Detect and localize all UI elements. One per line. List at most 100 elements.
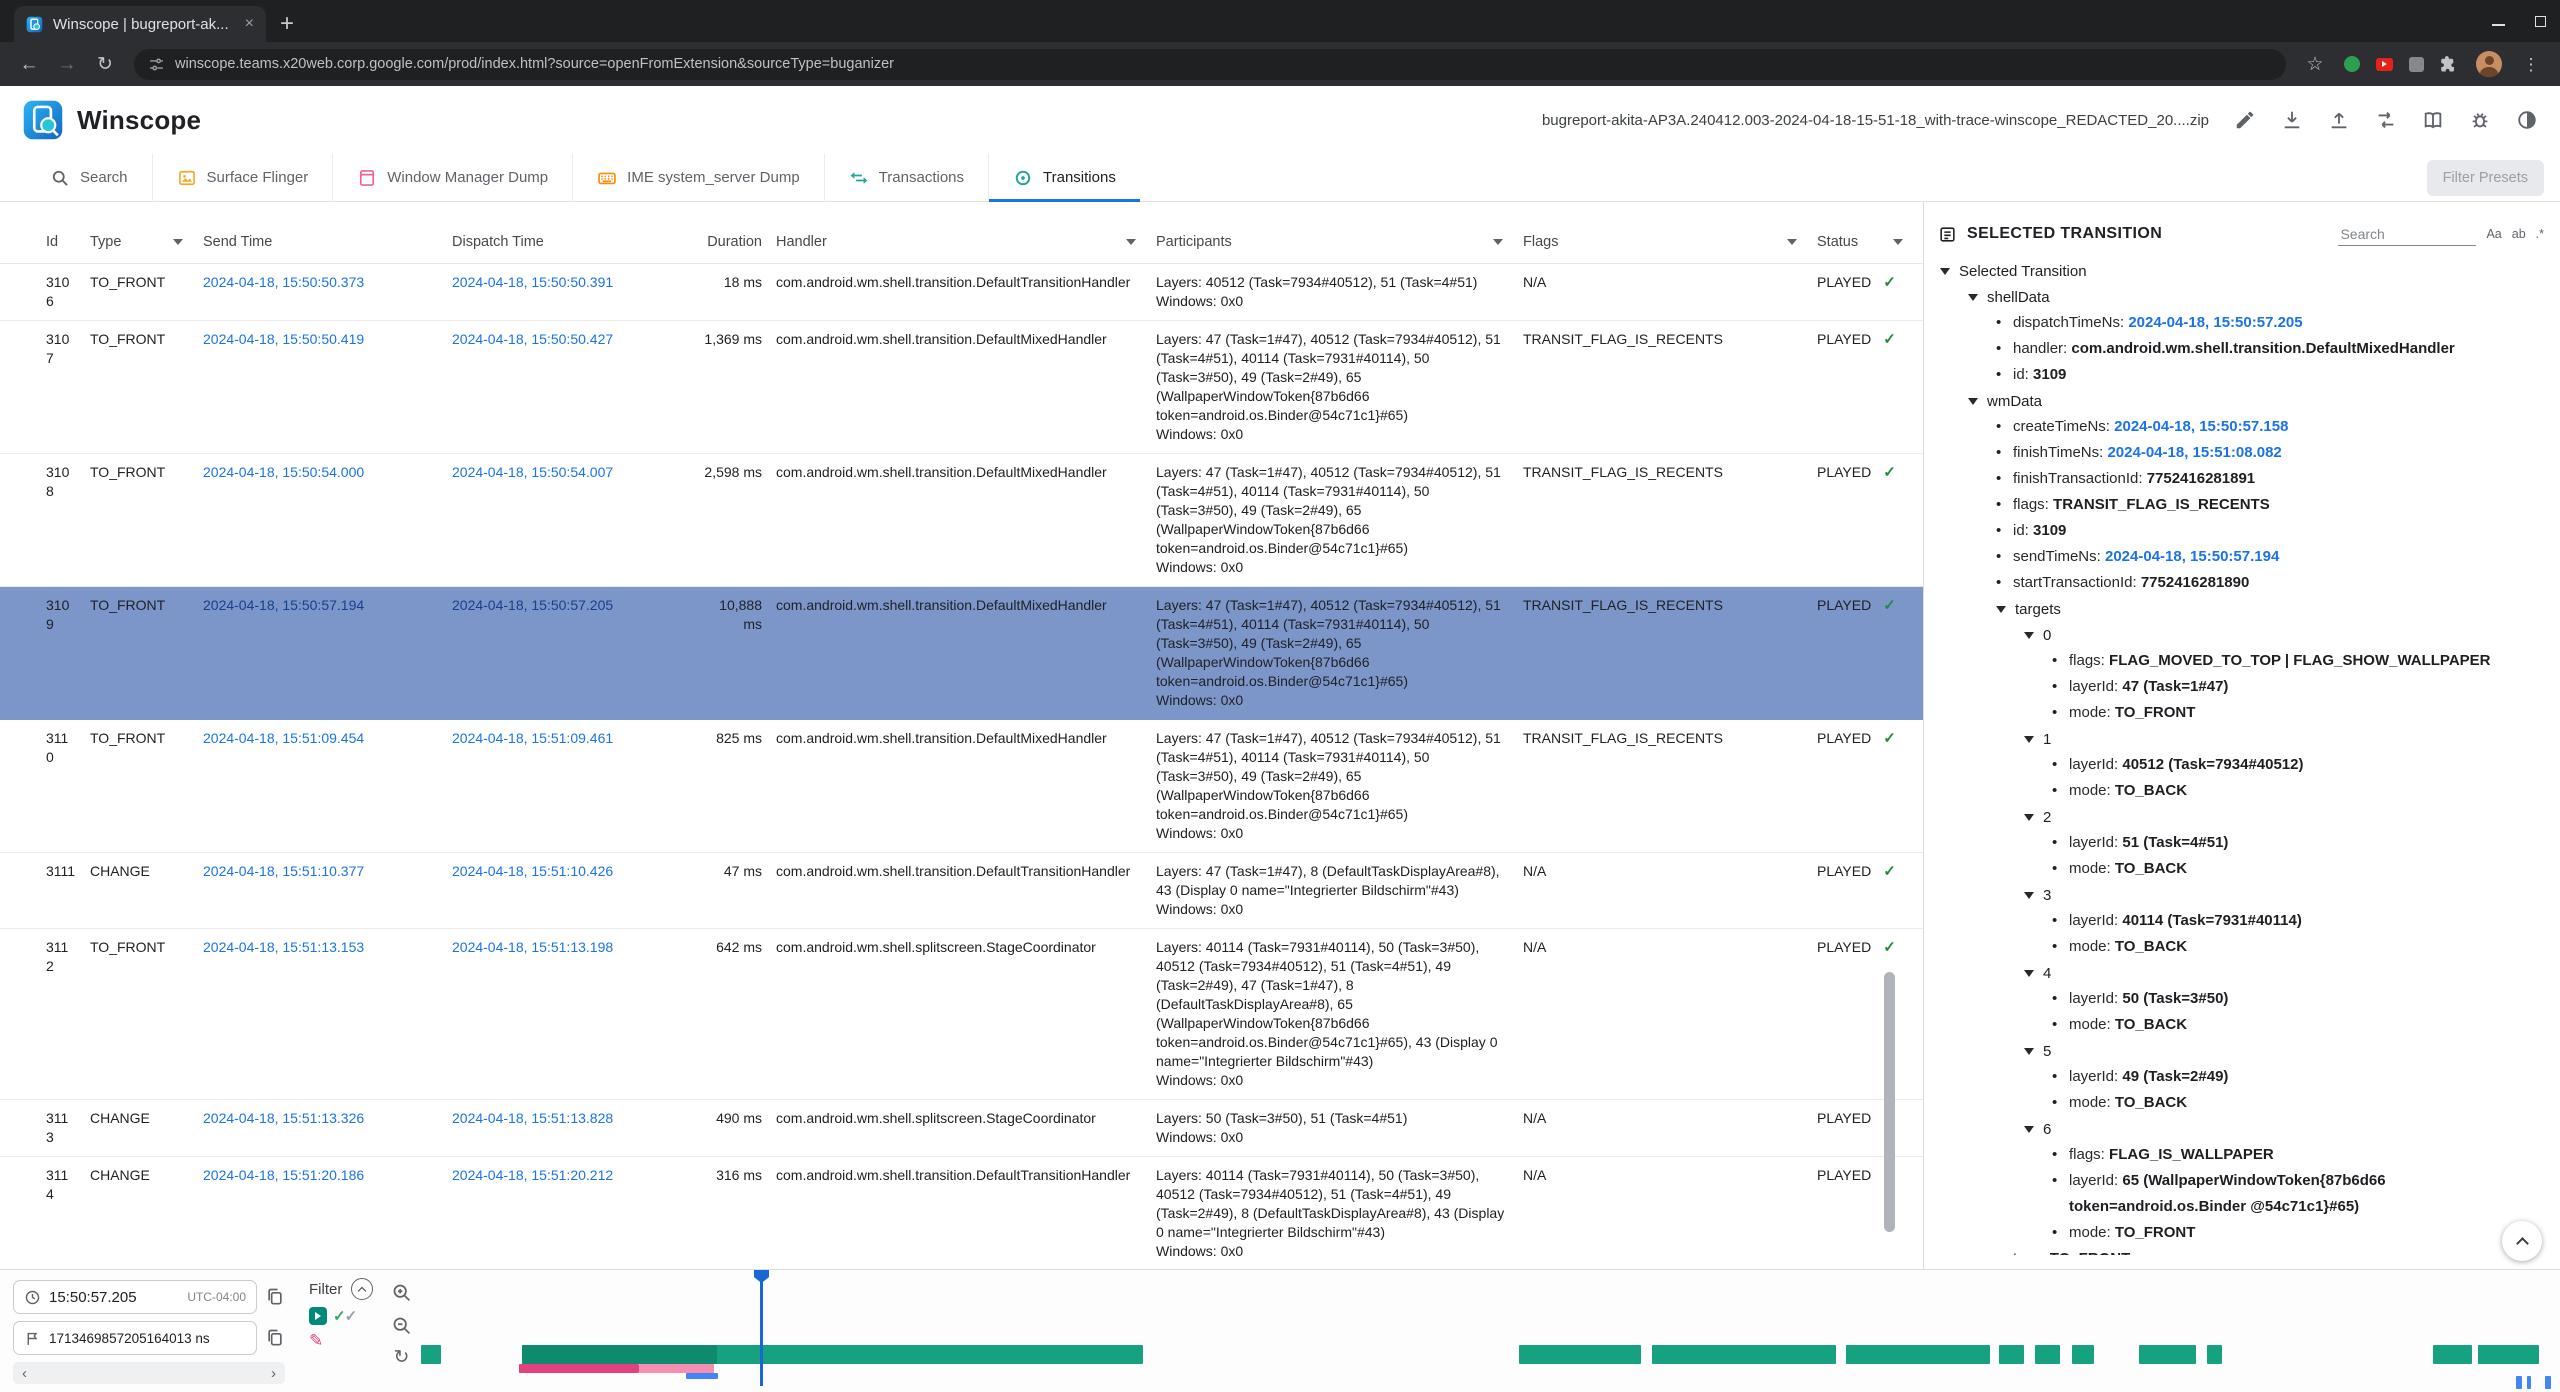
row-dispatch-time[interactable]: 2024-04-18, 15:50:57.205 [452,597,614,613]
tree-node-6[interactable]: 6 [1930,1116,2548,1142]
table-row-3114[interactable]: 3114 CHANGE 2024-04-18, 15:51:20.186 2024-0… [0,1157,1923,1269]
timeline-segment[interactable] [2433,1345,2472,1364]
row-send-time[interactable]: 2024-04-18, 15:51:09.454 [203,730,365,746]
timeline-segment[interactable] [2207,1345,2222,1364]
table-row-3110[interactable]: 3110 TO_FRONT 2024-04-18, 15:51:09.454 2024… [0,720,1923,853]
zoom-reset-button[interactable]: ↻ [393,1347,410,1368]
copy-time-icon[interactable] [265,1287,285,1307]
panel-search-input[interactable] [2338,222,2477,246]
tree-node-targets[interactable]: targets [1930,596,2548,622]
timeline-scrollbar[interactable]: ‹ › [13,1362,285,1384]
timeline-segment[interactable] [2527,1376,2531,1389]
expand-arrow-icon[interactable] [1996,605,2006,613]
filter-caret-icon[interactable] [173,238,183,245]
tree-property-sendtimens[interactable]: sendTimeNs: 2024-04-18, 15:50:57.194 [1930,544,2548,570]
filter-caret-icon[interactable] [1893,238,1903,245]
column-header-handler[interactable]: Handler [776,234,1156,250]
back-button[interactable]: ← [19,53,39,75]
tab-close-icon[interactable]: × [244,15,254,32]
tree-property-mode[interactable]: mode: TO_FRONT [1930,700,2548,726]
tree-node-3[interactable]: 3 [1930,882,2548,908]
tree-property-mode[interactable]: mode: TO_BACK [1930,1012,2548,1038]
tree-property-id[interactable]: id: 3109 [1930,518,2548,544]
zoom-in-button[interactable] [391,1282,412,1303]
tree-property-flags[interactable]: flags: FLAG_IS_WALLPAPER [1930,1142,2548,1168]
tree-property-flags[interactable]: flags: FLAG_MOVED_TO_TOP | FLAG_SHOW_WAL… [1930,648,2548,674]
tree-property-layerid[interactable]: layerId: 40114 (Task=7931#40114) [1930,908,2548,934]
tree-node-selected-transition[interactable]: Selected Transition [1930,258,2548,284]
timeline-cursor[interactable] [760,1281,763,1386]
timeline-segment[interactable] [1652,1345,1836,1364]
row-send-time[interactable]: 2024-04-18, 15:50:50.373 [203,274,365,290]
profile-avatar[interactable] [2476,51,2502,77]
timeline-cursor-handle[interactable] [754,1270,769,1283]
tree-node-0[interactable]: 0 [1930,622,2548,648]
row-send-time[interactable]: 2024-04-18, 15:50:54.000 [203,464,365,480]
tree-property-mode[interactable]: mode: TO_BACK [1930,934,2548,960]
tree-node-5[interactable]: 5 [1930,1038,2548,1064]
column-header-duration[interactable]: Duration [702,234,776,250]
row-send-time[interactable]: 2024-04-18, 15:51:13.326 [203,1110,365,1126]
row-dispatch-time[interactable]: 2024-04-18, 15:50:50.427 [452,331,614,347]
timeline-segment[interactable] [2516,1376,2522,1389]
row-send-time[interactable]: 2024-04-18, 15:50:50.419 [203,331,365,347]
bookmark-star-icon[interactable]: ☆ [2306,53,2324,75]
table-row-3112[interactable]: 3112 TO_FRONT 2024-04-18, 15:51:13.153 2024… [0,929,1923,1100]
upload-icon[interactable] [2327,109,2350,132]
filter-caret-icon[interactable] [1787,238,1797,245]
tree-property-dispatchtimens[interactable]: dispatchTimeNs: 2024-04-18, 15:50:57.205 [1930,310,2548,336]
transition-track-icon[interactable] [309,1307,327,1325]
column-header-type[interactable]: Type [90,234,203,250]
timeline-segment[interactable] [2545,1376,2551,1389]
table-row-3107[interactable]: 3107 TO_FRONT 2024-04-18, 15:50:50.419 2024… [0,321,1923,454]
tree-property-layerid[interactable]: layerId: 50 (Task=3#50) [1930,986,2548,1012]
timeline-segment[interactable] [2478,1345,2539,1364]
window-minimize-button[interactable] [2492,24,2505,26]
tree-property-type[interactable]: type: TO_FRONT [1930,1246,2548,1255]
tree-property-finishtransactionid[interactable]: finishTransactionId: 7752416281891 [1930,466,2548,492]
collapse-filter-button[interactable] [351,1278,374,1300]
forward-button[interactable]: → [57,53,77,75]
check-icon[interactable]: ✓ [333,1307,346,1325]
expand-arrow-icon[interactable] [1968,397,1978,405]
site-settings-icon[interactable] [148,56,165,73]
tree-property-layerid[interactable]: layerId: 49 (Task=2#49) [1930,1064,2548,1090]
table-row-3109[interactable]: 3109 TO_FRONT 2024-04-18, 15:50:57.194 2024… [0,587,1923,720]
tree-property-id[interactable]: id: 3109 [1930,362,2548,388]
regex-icon[interactable]: .* [2535,227,2544,241]
column-header-dispatch-time[interactable]: Dispatch Time [452,234,702,250]
tree-property-mode[interactable]: mode: TO_FRONT [1930,1220,2548,1246]
tree-property-starttransactionid[interactable]: startTransactionId: 7752416281890 [1930,570,2548,596]
tree-property-layerid[interactable]: layerId: 40512 (Task=7934#40512) [1930,752,2548,778]
timeline-segment[interactable] [522,1345,717,1364]
row-dispatch-time[interactable]: 2024-04-18, 15:50:54.007 [452,464,614,480]
address-bar[interactable]: winscope.teams.x20web.corp.google.com/pr… [134,48,2286,80]
timeline-segment[interactable] [2035,1345,2060,1364]
row-dispatch-time[interactable]: 2024-04-18, 15:50:50.391 [452,274,614,290]
table-row-3111[interactable]: 3111 CHANGE 2024-04-18, 15:51:10.377 2024-0… [0,853,1923,929]
tree-property-handler[interactable]: handler: com.android.wm.shell.transition… [1930,336,2548,362]
timeline-segment[interactable] [421,1345,441,1364]
copy-ns-icon[interactable] [265,1328,285,1348]
tree-property-layerid[interactable]: layerId: 51 (Task=4#51) [1930,830,2548,856]
row-send-time[interactable]: 2024-04-18, 15:51:20.186 [203,1167,365,1183]
scroll-right-icon[interactable]: › [271,1364,276,1382]
expand-arrow-icon[interactable] [1940,267,1950,275]
row-dispatch-time[interactable]: 2024-04-18, 15:51:13.828 [452,1110,614,1126]
tree-property-layerid[interactable]: layerId: 65 (WallpaperWindowToken{87b6d6… [1930,1168,2548,1220]
tab-window-manager-dump[interactable]: Window Manager Dump [332,153,572,202]
tab-search[interactable]: Search [26,154,152,202]
extension-youtube-icon[interactable] [2373,53,2395,75]
cross-tools-icon[interactable] [2374,109,2397,132]
column-header-participants[interactable]: Participants [1156,234,1523,250]
filter-presets-button[interactable]: Filter Presets [2426,159,2544,196]
extensions-puzzle-icon[interactable] [2437,53,2459,75]
timeline-segment[interactable] [1999,1345,2024,1364]
filter-caret-icon[interactable] [1126,238,1136,245]
column-header-status[interactable]: Status [1817,234,1923,250]
table-scrollbar-thumb[interactable] [1884,972,1895,1232]
zoom-out-button[interactable] [391,1315,412,1336]
tree-node-shelldata[interactable]: shellData [1930,284,2548,310]
row-dispatch-time[interactable]: 2024-04-18, 15:51:20.212 [452,1167,614,1183]
row-send-time[interactable]: 2024-04-18, 15:50:57.194 [203,597,365,613]
